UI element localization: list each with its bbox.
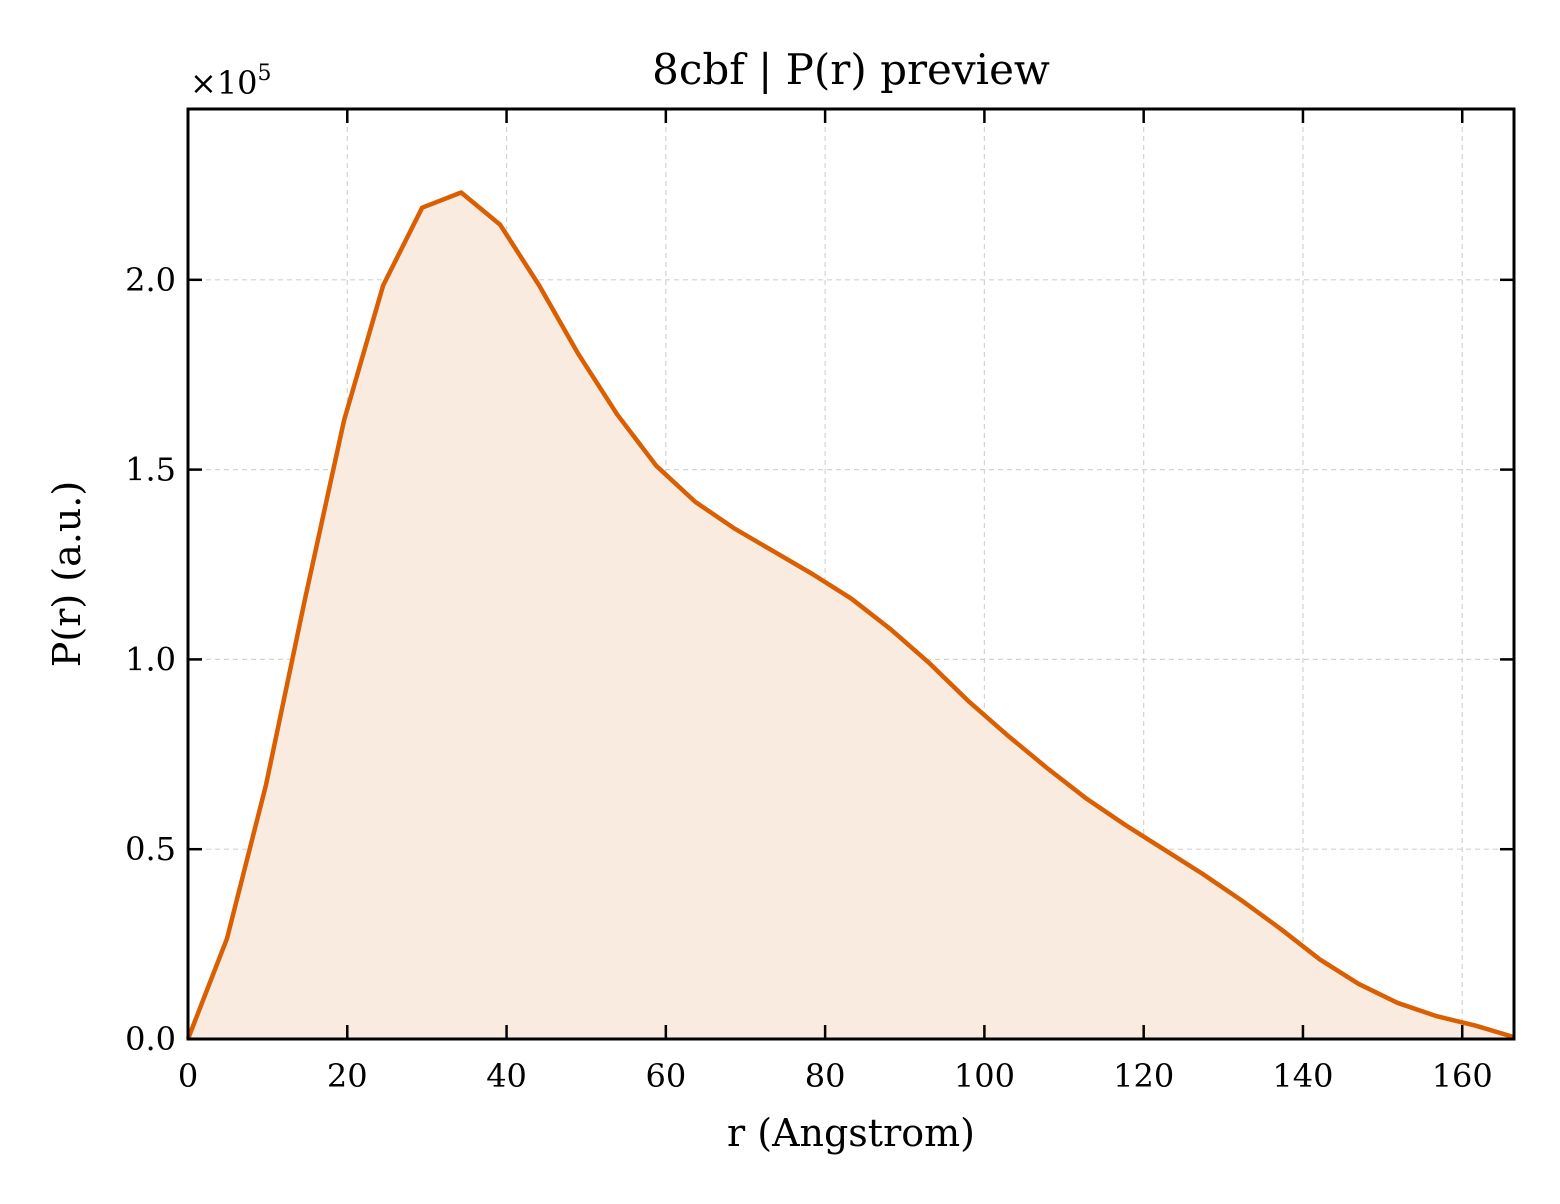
- x-tick-label: 80: [805, 1057, 846, 1095]
- series-line: [185, 190, 1515, 1040]
- y-axis-label: P(r) (a.u.): [45, 481, 89, 667]
- x-tick-label: 20: [327, 1057, 368, 1095]
- plot-frame: [186, 107, 1516, 1041]
- y-tick-label: 0.5: [125, 830, 176, 868]
- ticks-layer: [186, 109, 1514, 1041]
- chart-title: 8cbf | P(r) preview: [652, 45, 1050, 94]
- y-multiplier-base: ×10: [190, 64, 258, 102]
- y-tick-label: 1.0: [125, 640, 176, 678]
- tick-labels-layer: 0 20 40 60 80 100 120 140 160 0.0 0.5 1.0 1.5 2.0: [125, 261, 1493, 1095]
- x-tick-label: 160: [1432, 1057, 1493, 1095]
- y-multiplier: ×105: [190, 61, 272, 102]
- x-tick-label: 60: [645, 1057, 686, 1095]
- y-tick-label: 0.0: [125, 1020, 176, 1058]
- y-multiplier-exp: 5: [258, 61, 272, 86]
- y-tick-label: 1.5: [125, 451, 176, 489]
- x-tick-label: 40: [486, 1057, 527, 1095]
- x-tick-label: 0: [178, 1057, 198, 1095]
- x-tick-label: 100: [954, 1057, 1015, 1095]
- area-fill: [188, 192, 1514, 1039]
- x-tick-label: 120: [1113, 1057, 1174, 1095]
- x-axis-label: r (Angstrom): [727, 1111, 975, 1155]
- x-tick-label: 140: [1272, 1057, 1333, 1095]
- y-tick-label: 2.0: [125, 261, 176, 299]
